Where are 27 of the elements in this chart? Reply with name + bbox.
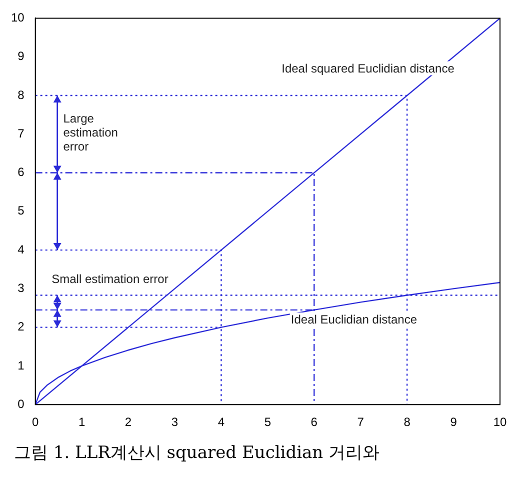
y-tick-label: 2 xyxy=(18,320,25,334)
y-tick-label: 3 xyxy=(18,280,25,295)
annotation: Large estimation error xyxy=(63,112,118,154)
x-tick-label: 6 xyxy=(310,415,318,430)
x-tick-label: 8 xyxy=(404,415,411,430)
y-tick-label: 7 xyxy=(18,126,25,140)
y-tick-label: 5 xyxy=(18,204,25,218)
y-tick-label: 8 xyxy=(18,88,25,102)
x-tick-label: 5 xyxy=(264,415,272,430)
y-tick-label: 10 xyxy=(10,10,25,25)
y-tick-label: 0 xyxy=(18,396,25,411)
y-tick-label: 6 xyxy=(18,165,25,180)
x-tick-label: 7 xyxy=(357,415,364,430)
x-tick-label: 9 xyxy=(450,415,458,430)
x-tick-label: 3 xyxy=(171,415,178,430)
annotation: Small estimation error xyxy=(52,272,168,286)
annotation: Ideal squared Euclidian distance xyxy=(282,61,455,76)
y-tick-label: 1 xyxy=(18,358,25,372)
x-tick-label: 10 xyxy=(493,415,507,430)
x-tick-label: 0 xyxy=(32,415,40,430)
annotation: Ideal Euclidian distance xyxy=(290,312,418,326)
x-tick-label: 1 xyxy=(78,415,86,430)
caption: 그림 1. LLR계산시 squared Euclidian 거리와 xyxy=(13,442,381,464)
y-tick-label: 4 xyxy=(18,242,25,256)
y-tick-label: 9 xyxy=(18,49,25,64)
x-tick-label: 4 xyxy=(218,415,225,430)
x-tick-label: 2 xyxy=(124,415,132,430)
